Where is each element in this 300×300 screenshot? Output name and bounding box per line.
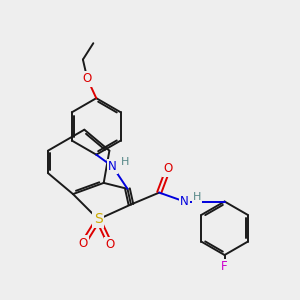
Text: F: F bbox=[221, 260, 228, 273]
Text: O: O bbox=[164, 162, 173, 175]
Text: S: S bbox=[94, 212, 103, 226]
Text: N: N bbox=[108, 160, 117, 173]
Text: O: O bbox=[106, 238, 115, 251]
Text: O: O bbox=[83, 72, 92, 86]
Text: H: H bbox=[121, 157, 129, 167]
Text: N: N bbox=[180, 195, 189, 208]
Text: O: O bbox=[79, 237, 88, 250]
Text: H: H bbox=[193, 192, 201, 202]
